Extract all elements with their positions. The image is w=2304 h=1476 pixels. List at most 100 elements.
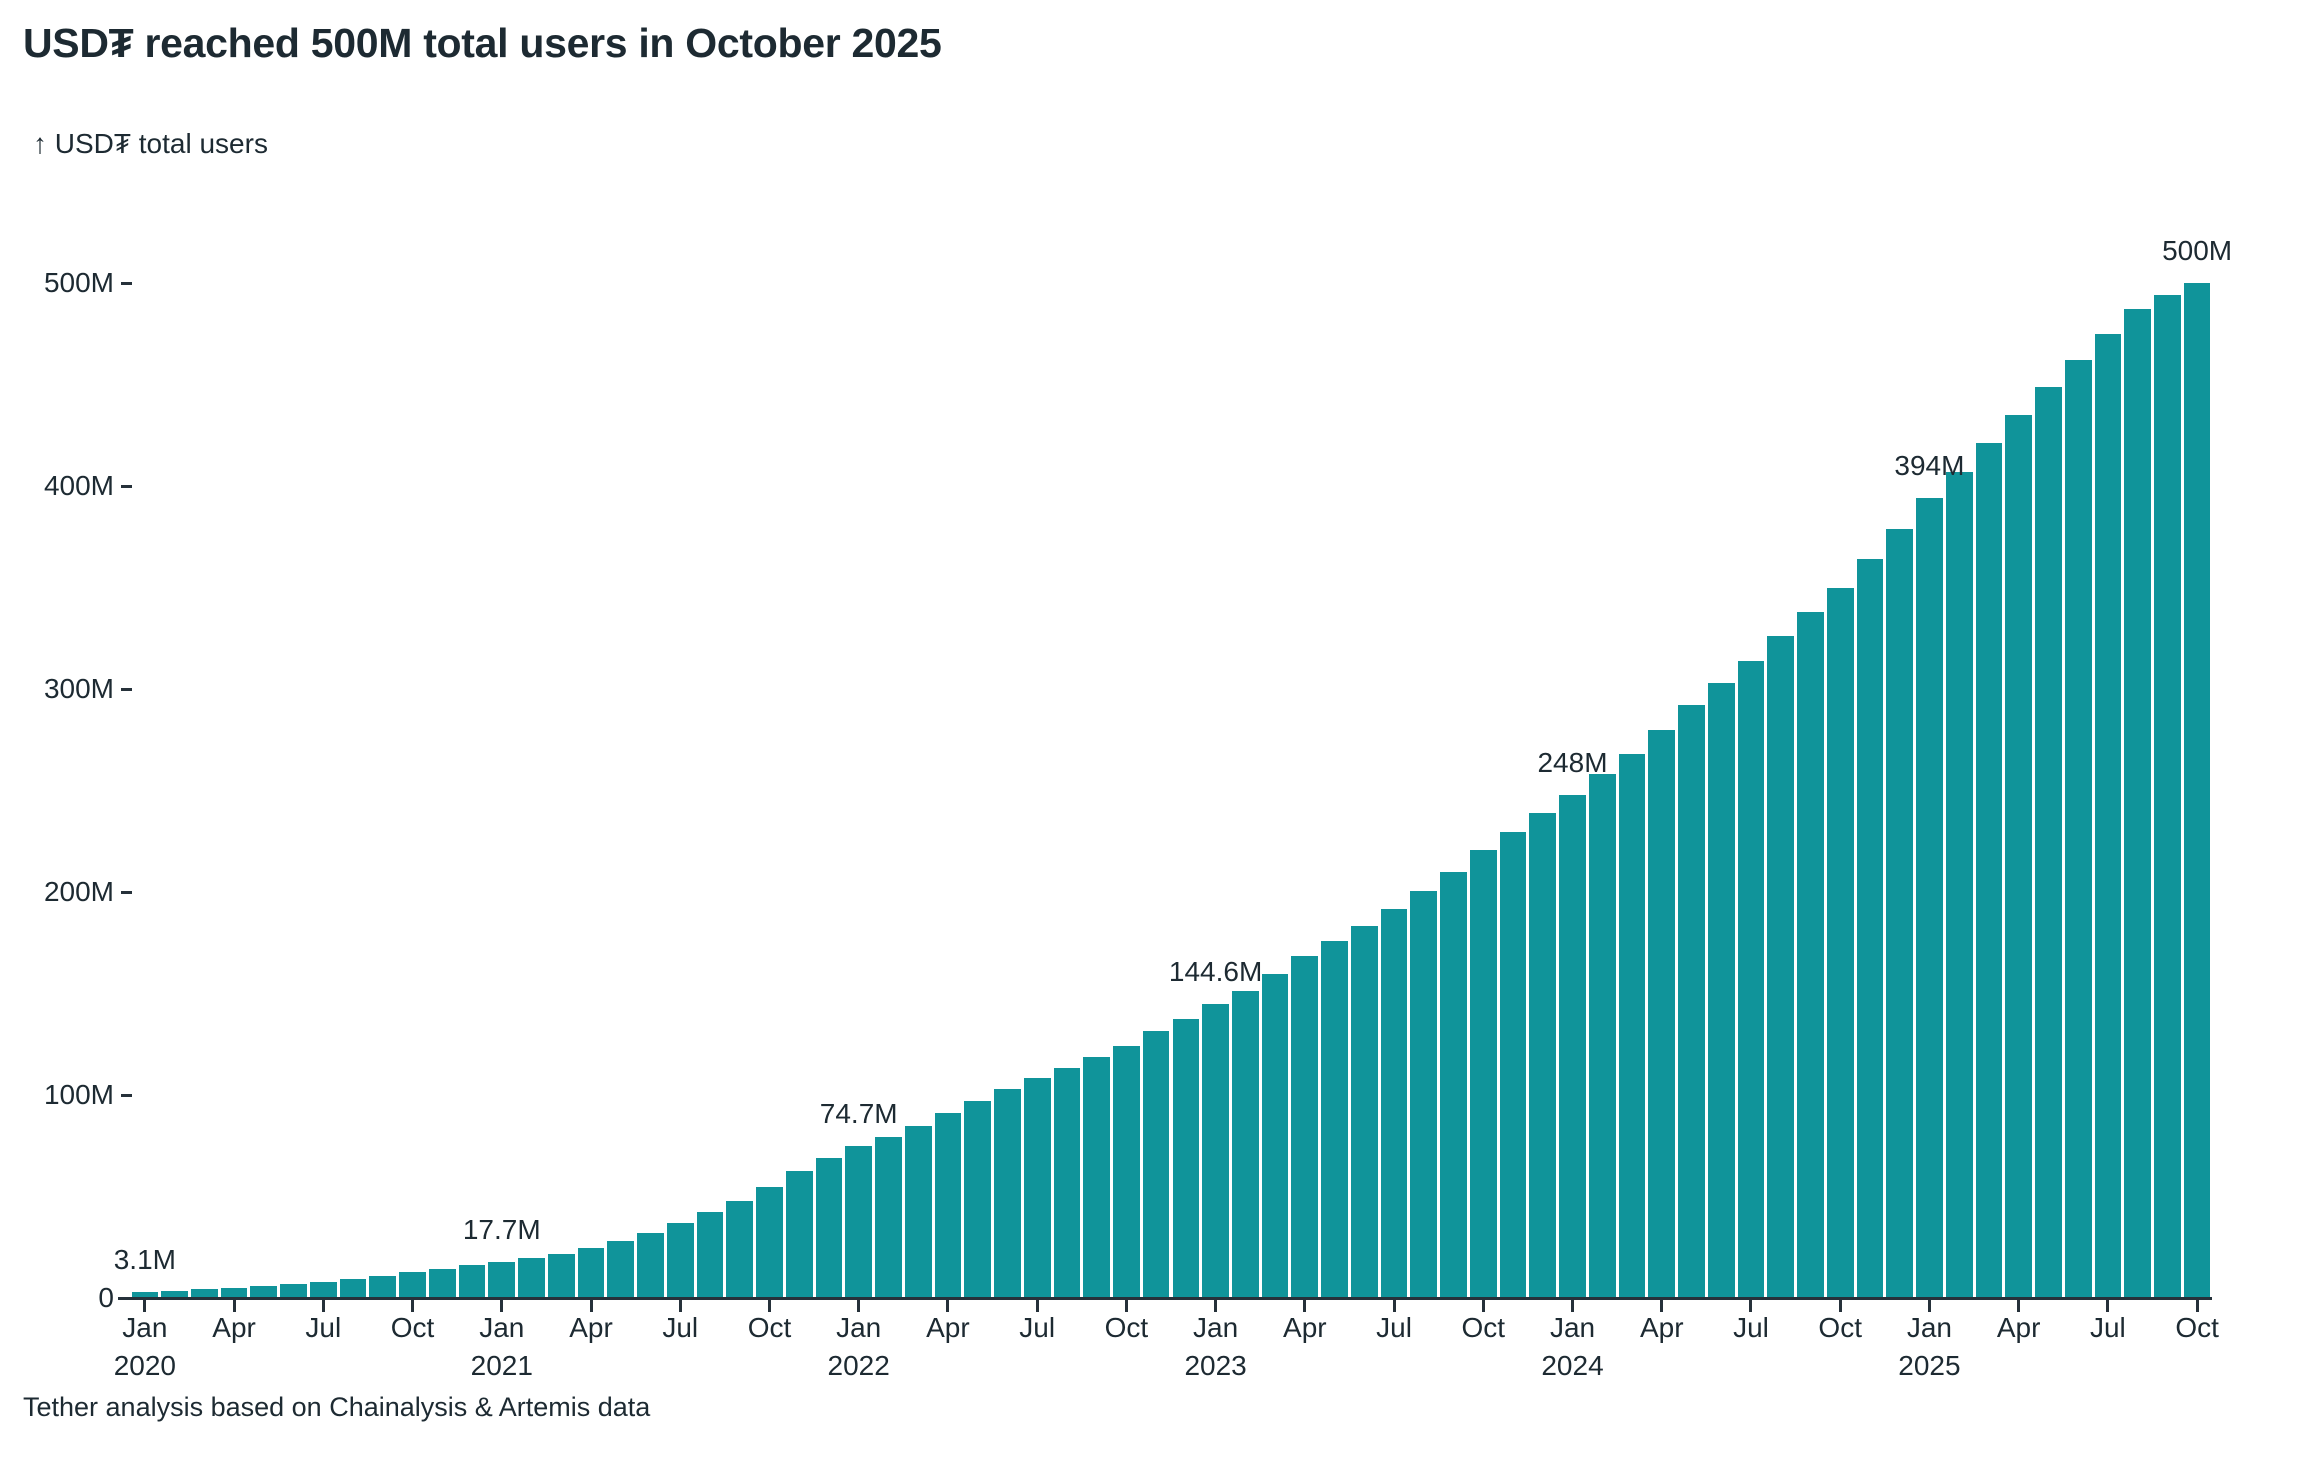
y-tick-label: 400M	[43, 470, 114, 501]
x-tick-mark	[1303, 1299, 1307, 1312]
bar	[1648, 729, 1676, 1298]
bar	[1172, 1019, 1200, 1298]
x-tick-mark	[321, 1299, 325, 1312]
x-tick-month-label: Jan	[122, 1312, 168, 1343]
bar	[2094, 333, 2122, 1298]
chart-plot	[130, 283, 2212, 1298]
bar	[518, 1258, 545, 1298]
bar	[994, 1088, 1021, 1298]
y-tick-label: 500M	[43, 267, 114, 298]
bar	[280, 1284, 307, 1298]
bar	[2035, 386, 2062, 1298]
value-annotation: 394M	[1894, 450, 1965, 482]
value-annotation: 248M	[1537, 746, 1608, 778]
bar	[815, 1158, 843, 1298]
bar	[666, 1222, 694, 1298]
bar	[1291, 955, 1319, 1298]
bar	[1499, 832, 1527, 1298]
bar	[399, 1272, 426, 1298]
bar	[1410, 891, 1438, 1298]
x-tick-mark	[857, 1299, 861, 1312]
y-tick-mark	[121, 281, 132, 285]
x-tick-month-label: Jul	[305, 1312, 342, 1343]
bar	[2154, 295, 2181, 1298]
bar	[2124, 309, 2151, 1298]
bar	[458, 1265, 486, 1298]
x-tick-year-label: 2024	[1541, 1350, 1604, 1381]
bar	[637, 1233, 664, 1298]
bar	[1945, 471, 1973, 1298]
x-tick-month-label: Apr	[926, 1312, 970, 1343]
bar	[2005, 414, 2033, 1298]
bar	[1975, 443, 2003, 1298]
x-tick-mark	[1124, 1299, 1128, 1312]
x-tick-mark	[500, 1299, 504, 1312]
x-axis-line	[118, 1296, 2212, 1300]
bar	[547, 1254, 575, 1298]
x-tick-year-label: 2021	[470, 1350, 533, 1381]
x-tick-mark	[1571, 1299, 1575, 1312]
bar	[1886, 528, 1914, 1298]
x-tick-month-label: Apr	[1283, 1312, 1327, 1343]
bar	[1856, 559, 1884, 1298]
x-tick-month-label: Oct	[1818, 1312, 1862, 1343]
x-tick-mark	[1660, 1299, 1664, 1312]
bar	[577, 1248, 605, 1298]
x-tick-year-label: 2022	[827, 1350, 890, 1381]
bar	[785, 1171, 813, 1298]
bar	[1826, 587, 1854, 1298]
x-tick-mark	[1481, 1299, 1485, 1312]
bar	[1261, 974, 1289, 1298]
bar	[696, 1211, 724, 1298]
bar	[845, 1146, 873, 1298]
x-tick-mark	[2106, 1299, 2110, 1312]
bar	[1618, 753, 1646, 1298]
x-tick-mark	[143, 1299, 147, 1312]
x-tick-month-label: Jan	[836, 1312, 882, 1343]
x-tick-month-label: Jul	[2089, 1312, 2126, 1343]
bar	[1202, 1004, 1229, 1298]
value-annotation: 17.7M	[462, 1214, 541, 1246]
value-annotation: 3.1M	[113, 1243, 176, 1275]
x-tick-month-label: Jul	[1376, 1312, 1412, 1343]
bar	[428, 1268, 456, 1298]
bar	[1767, 636, 1795, 1298]
bar	[1469, 849, 1497, 1298]
x-tick-mark	[411, 1299, 415, 1312]
bar	[1529, 812, 1557, 1298]
bar	[190, 1289, 218, 1298]
bar	[161, 1290, 188, 1298]
x-tick-mark	[589, 1299, 593, 1312]
y-tick-mark	[121, 484, 132, 488]
bar	[607, 1241, 635, 1298]
x-tick-mark	[678, 1299, 682, 1312]
x-tick-month-label: Jan	[1906, 1312, 1953, 1343]
page-title: USD₮ reached 500M total users in October…	[23, 20, 942, 66]
value-annotation: 74.7M	[819, 1098, 898, 1130]
bar	[1142, 1030, 1170, 1298]
bar	[726, 1200, 754, 1298]
x-tick-month-label: Apr	[1639, 1312, 1684, 1343]
bar	[1350, 925, 1378, 1298]
y-tick-mark	[121, 890, 132, 894]
bar	[756, 1186, 783, 1298]
x-tick-month-label: Oct	[1461, 1312, 1506, 1343]
bar	[488, 1262, 516, 1298]
x-tick-mark	[2017, 1299, 2021, 1312]
bar	[964, 1101, 992, 1298]
bar	[1559, 794, 1586, 1298]
bar	[1053, 1067, 1081, 1298]
x-tick-mark	[1749, 1299, 1753, 1312]
value-annotation: 500M	[2162, 235, 2233, 266]
y-tick-label: 200M	[43, 876, 114, 907]
x-tick-month-label: Jul	[662, 1312, 699, 1343]
x-tick-month-label: Oct	[390, 1312, 435, 1343]
bar	[220, 1287, 248, 1298]
y-tick-mark	[121, 1093, 132, 1097]
x-tick-month-label: Jan	[1549, 1312, 1596, 1343]
bar	[875, 1136, 902, 1298]
bar	[2064, 360, 2092, 1298]
bar	[250, 1286, 278, 1298]
x-tick-year-label: 2023	[1184, 1350, 1247, 1381]
